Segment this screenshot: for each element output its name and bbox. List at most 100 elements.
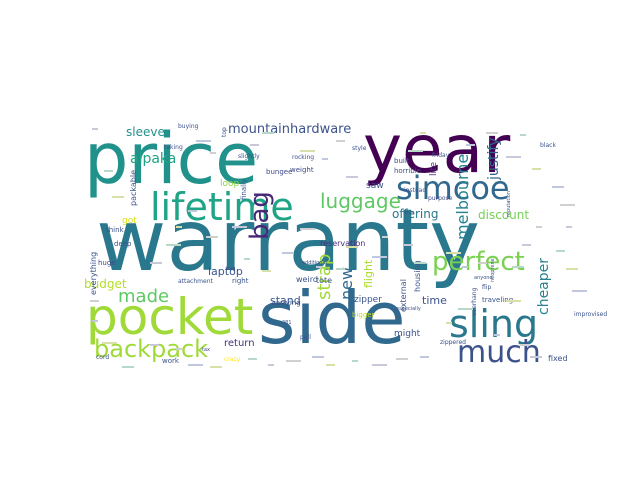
filler-word-mark bbox=[462, 266, 468, 268]
filler-word-mark bbox=[322, 158, 328, 160]
cloud-word: zipper bbox=[354, 295, 382, 305]
cloud-word: lifetime bbox=[150, 185, 294, 229]
cloud-word: tax bbox=[202, 347, 210, 353]
filler-word-mark bbox=[250, 144, 259, 146]
filler-word-mark bbox=[268, 364, 274, 366]
cloud-word: return bbox=[224, 338, 255, 349]
filler-word-mark bbox=[262, 270, 271, 272]
cloud-word: reputation bbox=[506, 191, 512, 217]
cloud-word: sleeve bbox=[126, 125, 165, 139]
cloud-word: taking bbox=[164, 144, 183, 151]
filler-word-mark bbox=[166, 244, 181, 246]
cloud-word: carrying bbox=[272, 299, 301, 307]
cloud-word: right bbox=[232, 277, 249, 285]
filler-word-mark bbox=[512, 266, 524, 268]
cloud-word: friday bbox=[432, 152, 450, 159]
cloud-word: loop bbox=[220, 179, 240, 189]
filler-word-mark bbox=[92, 128, 98, 130]
cloud-word: new bbox=[337, 267, 356, 300]
cloud-word: offering bbox=[392, 207, 438, 221]
filler-word-mark bbox=[262, 132, 274, 134]
filler-word-mark bbox=[210, 366, 222, 368]
cloud-word: fixed bbox=[548, 354, 568, 363]
cloud-word: flip bbox=[482, 284, 491, 291]
filler-word-mark bbox=[210, 152, 216, 154]
filler-word-mark bbox=[102, 342, 117, 344]
cloud-word: stand bbox=[270, 294, 301, 307]
filler-word-mark bbox=[506, 156, 521, 158]
cloud-word: justify bbox=[486, 138, 502, 181]
filler-word-mark bbox=[176, 348, 182, 350]
filler-word-mark bbox=[520, 134, 526, 136]
filler-word-mark bbox=[382, 236, 388, 238]
filler-word-mark bbox=[372, 364, 387, 366]
cloud-word: luggage bbox=[320, 189, 401, 213]
cloud-word: side bbox=[258, 276, 406, 360]
cloud-word: everything bbox=[89, 252, 98, 295]
cloud-word: weight bbox=[290, 166, 314, 174]
filler-word-mark bbox=[176, 226, 182, 228]
filler-word-mark bbox=[300, 228, 315, 230]
cloud-word: bag bbox=[245, 191, 275, 240]
cloud-background bbox=[86, 118, 580, 368]
filler-word-mark bbox=[122, 366, 134, 368]
cloud-word: anyone bbox=[474, 275, 493, 281]
filler-word-mark bbox=[530, 356, 542, 358]
cloud-word: backpack bbox=[94, 335, 208, 363]
filler-word-mark bbox=[396, 358, 408, 360]
filler-word-mark bbox=[336, 140, 345, 142]
filler-word-mark bbox=[420, 132, 426, 134]
cloud-word: flight bbox=[362, 259, 375, 288]
cloud-word: discount bbox=[478, 208, 529, 222]
filler-word-mark bbox=[458, 308, 473, 310]
filler-word-mark bbox=[206, 236, 218, 238]
cloud-word: overhang bbox=[471, 287, 478, 316]
cloud-word: external bbox=[399, 279, 408, 312]
filler-word-mark bbox=[520, 344, 529, 346]
filler-word-mark bbox=[556, 250, 565, 252]
cloud-word: pull bbox=[300, 334, 311, 341]
cloud-word: crazy bbox=[224, 356, 241, 363]
cloud-word: 281 bbox=[282, 320, 292, 326]
cloud-word: packable bbox=[129, 170, 138, 206]
cloud-word: laptop bbox=[208, 265, 243, 278]
cloud-word: housing bbox=[413, 260, 422, 292]
filler-word-mark bbox=[560, 204, 575, 206]
cloud-word: mountainhardware bbox=[228, 122, 351, 137]
cloud-word: bigger bbox=[352, 311, 375, 319]
filler-word-mark bbox=[536, 226, 542, 228]
cloud-word: purpose bbox=[428, 195, 453, 202]
cloud-word: budget bbox=[84, 277, 127, 291]
cloud-word: buying bbox=[178, 123, 199, 130]
filler-word-mark bbox=[282, 252, 294, 254]
filler-word-mark bbox=[346, 246, 358, 248]
filler-word-mark bbox=[566, 268, 578, 270]
filler-word-mark bbox=[572, 290, 587, 292]
filler-word-mark bbox=[232, 226, 247, 228]
cloud-word: year bbox=[363, 111, 511, 188]
filler-word-mark bbox=[90, 300, 99, 302]
filler-word-mark bbox=[336, 268, 345, 270]
filler-word-mark bbox=[286, 360, 301, 362]
filler-word-mark bbox=[188, 210, 197, 212]
filler-word-mark bbox=[532, 168, 541, 170]
cloud-word: cheaper bbox=[536, 258, 552, 315]
cloud-word: warranty bbox=[96, 191, 480, 291]
filler-word-mark bbox=[522, 244, 531, 246]
filler-word-mark bbox=[92, 320, 98, 322]
cloud-word: horrible bbox=[394, 167, 421, 175]
cloud-word: plus bbox=[404, 210, 415, 216]
filler-word-mark bbox=[104, 170, 113, 172]
cloud-word: rocking bbox=[292, 154, 314, 161]
cloud-word: improvised bbox=[574, 311, 607, 318]
cloud-word: finally bbox=[240, 179, 248, 200]
cloud-word: cord bbox=[96, 354, 109, 361]
cloud-word: saw bbox=[366, 181, 384, 191]
cloud-word: simcoe bbox=[396, 169, 510, 207]
filler-word-mark bbox=[112, 196, 124, 198]
filler-word-mark bbox=[346, 176, 358, 178]
cloud-word: work bbox=[162, 357, 180, 365]
filler-word-mark bbox=[248, 358, 257, 360]
filler-word-mark bbox=[552, 186, 564, 188]
